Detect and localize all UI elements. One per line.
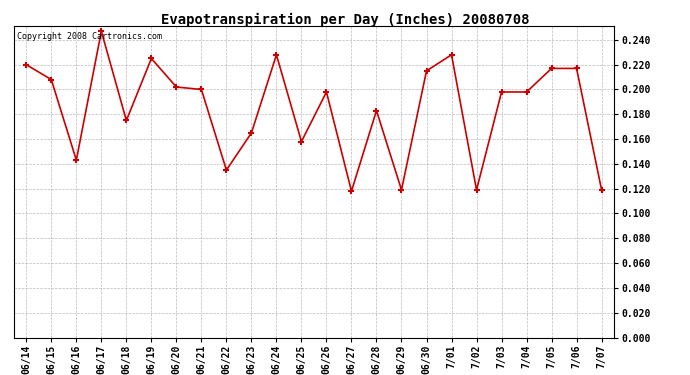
Text: Copyright 2008 Cartronics.com: Copyright 2008 Cartronics.com (17, 33, 161, 42)
Text: Evapotranspiration per Day (Inches) 20080708: Evapotranspiration per Day (Inches) 2008… (161, 13, 529, 27)
